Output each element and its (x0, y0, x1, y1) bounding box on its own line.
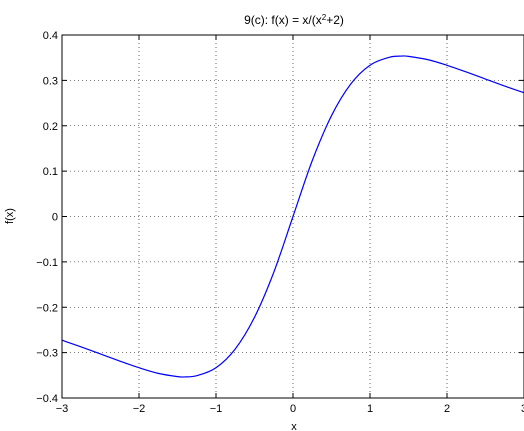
chart-title: 9(c): f(x) = x/(x2+2) (244, 13, 344, 28)
series-layer (61, 55, 524, 378)
x-tick-label-5: 2 (444, 403, 450, 415)
y-tick-label-3: −0.1 (36, 257, 58, 269)
y-tick-label-4: 0 (52, 212, 58, 224)
y-tick-label-0: −0.4 (36, 393, 58, 405)
y-tick-label-7: 0.3 (43, 75, 58, 87)
y-tick-label-5: 0.1 (43, 166, 58, 178)
x-tick-label-3: 0 (290, 403, 296, 415)
x-tick-label-6: 3 (521, 403, 524, 415)
x-tick-label-4: 1 (367, 403, 373, 415)
x-tick-label-0: −3 (56, 403, 69, 415)
y-tick-label-1: −0.3 (36, 348, 58, 360)
x-tick-labels: −3 −2 −1 0 1 2 3 (56, 403, 524, 415)
y-tick-label-6: 0.2 (43, 121, 58, 133)
series-line-0 (61, 55, 524, 378)
y-tick-label-2: −0.2 (36, 302, 58, 314)
y-tick-label-8: 0.4 (43, 30, 58, 42)
y-tick-labels: −0.4 −0.3 −0.2 −0.1 0 0.1 0.2 0.3 0.4 (36, 30, 58, 405)
x-tick-label-1: −2 (133, 403, 146, 415)
x-tick-label-2: −1 (210, 403, 223, 415)
ticks (61, 34, 524, 399)
x-axis-label: x (291, 421, 297, 431)
y-axis-label: f(x) (4, 208, 16, 224)
